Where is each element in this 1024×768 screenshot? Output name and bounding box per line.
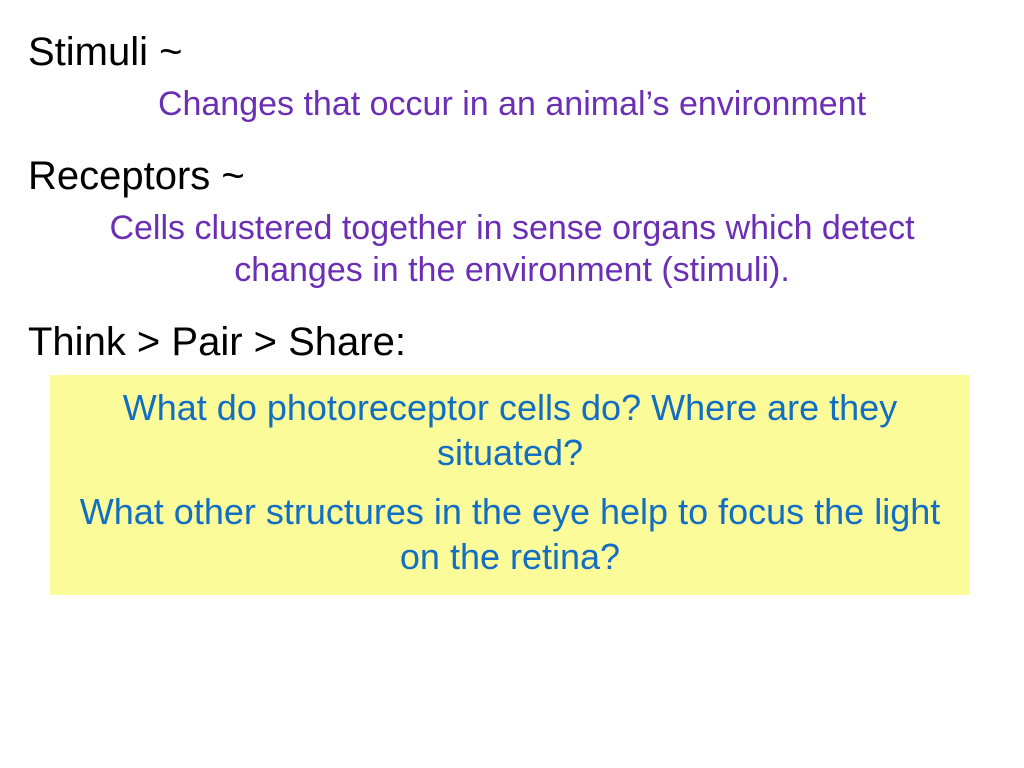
question-2: What other structures in the eye help to… [70, 489, 950, 579]
question-highlight-box: What do photoreceptor cells do? Where ar… [50, 375, 970, 595]
receptors-definition: Cells clustered together in sense organs… [28, 207, 996, 292]
question-1: What do photoreceptor cells do? Where ar… [70, 385, 950, 475]
stimuli-definition: Changes that occur in an animal’s enviro… [28, 83, 996, 126]
think-pair-share-heading: Think > Pair > Share: [28, 320, 996, 365]
receptors-term: Receptors ~ [28, 154, 996, 199]
stimuli-term: Stimuli ~ [28, 30, 996, 75]
